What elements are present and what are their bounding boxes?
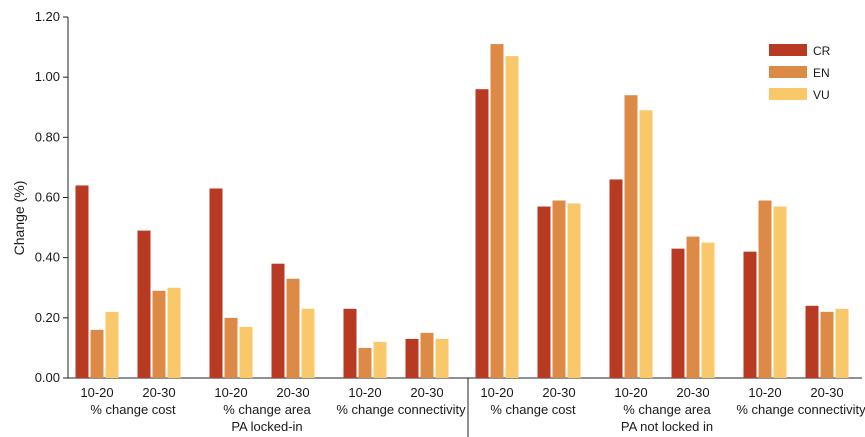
bar-cr <box>271 263 285 378</box>
y-tick-labels: 0.00 0.20 0.40 0.60 0.80 1.00 1.20 <box>35 9 68 385</box>
bar-cr <box>137 230 151 378</box>
x-range-label: 10-20 <box>80 385 113 400</box>
bar-cr <box>805 305 819 378</box>
axes <box>67 17 862 437</box>
x-range-label: 20-30 <box>276 385 309 400</box>
legend: CR EN VU <box>769 44 831 102</box>
bar-en <box>624 95 638 378</box>
legend-label-cr: CR <box>813 44 831 58</box>
bar-vu <box>701 242 715 378</box>
bar-cr <box>405 338 419 378</box>
y-tick-label: 0.00 <box>35 370 60 385</box>
x-metric-label: % change area <box>223 402 311 417</box>
bar-vu <box>639 110 653 378</box>
x-group-label: PA not locked in <box>621 419 713 434</box>
x-range-label: 20-30 <box>676 385 709 400</box>
x-range-label: 10-20 <box>348 385 381 400</box>
bar-cr <box>743 251 757 378</box>
bar-vu <box>105 311 119 378</box>
x-range-label: 20-30 <box>410 385 443 400</box>
bar-en <box>152 290 166 378</box>
bar-cr <box>609 179 623 378</box>
bar-en <box>820 311 834 378</box>
legend-swatch-cr <box>769 44 807 56</box>
bars <box>75 44 849 378</box>
bar-en <box>552 200 566 378</box>
x-range-label: 20-30 <box>142 385 175 400</box>
y-tick-label: 1.00 <box>35 69 60 84</box>
bar-en <box>286 278 300 378</box>
x-range-label: 10-20 <box>480 385 513 400</box>
legend-swatch-en <box>769 66 807 78</box>
legend-label-vu: VU <box>813 88 830 102</box>
bar-cr <box>209 188 223 378</box>
bar-vu <box>435 338 449 378</box>
x-axis-labels: 10-20 20-30 % change cost 10-20 20-30 % chang… <box>80 385 865 434</box>
bar-cr <box>475 89 489 378</box>
bar-en <box>686 236 700 378</box>
bar-en <box>90 329 104 378</box>
bar-vu <box>167 287 181 378</box>
x-range-label: 20-30 <box>542 385 575 400</box>
y-tick-label: 0.80 <box>35 129 60 144</box>
bar-en <box>224 317 238 378</box>
bar-vu <box>835 308 849 378</box>
bar-cr <box>671 248 685 378</box>
bar-en <box>420 332 434 378</box>
bar-vu <box>301 308 315 378</box>
y-tick-label: 0.60 <box>35 190 60 205</box>
y-tick-label: 0.20 <box>35 310 60 325</box>
x-range-label: 10-20 <box>748 385 781 400</box>
x-group-label: PA locked-in <box>231 419 302 434</box>
y-tick-label: 0.40 <box>35 250 60 265</box>
bar-vu <box>505 56 519 378</box>
bar-cr <box>75 185 89 378</box>
x-range-label: 10-20 <box>214 385 247 400</box>
bar-cr <box>537 206 551 378</box>
x-metric-label: % change connectivity <box>736 402 865 417</box>
bar-vu <box>567 203 581 378</box>
legend-label-en: EN <box>813 66 830 80</box>
y-axis-label: Change (%) <box>11 181 27 256</box>
x-metric-label: % change connectivity <box>336 402 466 417</box>
bar-cr <box>343 308 357 378</box>
bar-vu <box>773 206 787 378</box>
x-metric-label: % change cost <box>90 402 176 417</box>
bar-vu <box>239 326 253 378</box>
x-range-label: 20-30 <box>810 385 843 400</box>
y-tick-label: 1.20 <box>35 9 60 24</box>
x-range-label: 10-20 <box>614 385 647 400</box>
bar-en <box>490 44 504 378</box>
x-metric-label: % change area <box>623 402 711 417</box>
legend-swatch-vu <box>769 88 807 100</box>
bar-vu <box>373 341 387 378</box>
x-metric-label: % change cost <box>490 402 576 417</box>
bar-en <box>758 200 772 378</box>
bar-en <box>358 347 372 378</box>
